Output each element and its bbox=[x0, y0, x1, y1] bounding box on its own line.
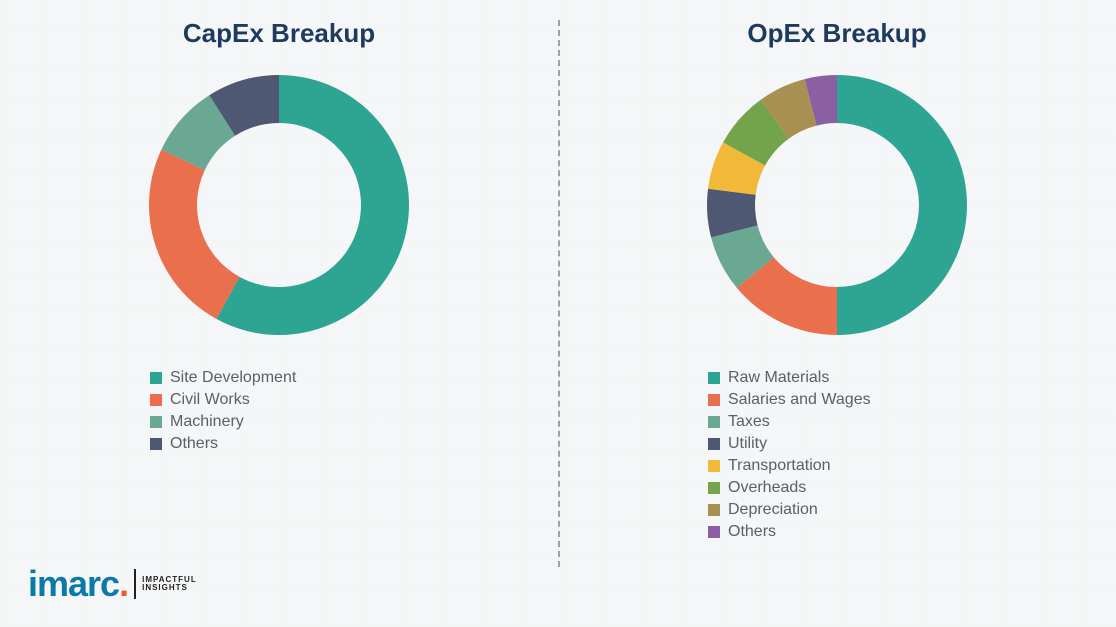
brand-logo: imarc. IMPACTFUL INSIGHTS bbox=[28, 563, 197, 605]
legend-item: Raw Materials bbox=[708, 369, 871, 387]
legend-swatch bbox=[708, 482, 720, 494]
legend-swatch bbox=[150, 438, 162, 450]
capex-title: CapEx Breakup bbox=[183, 18, 375, 49]
capex-panel: CapEx Breakup Site Development Civil Work… bbox=[0, 0, 558, 627]
logo-wordmark: imarc. bbox=[28, 563, 128, 605]
opex-donut bbox=[687, 55, 987, 355]
legend-swatch bbox=[150, 416, 162, 428]
opex-donut-svg bbox=[687, 55, 987, 355]
charts-container: CapEx Breakup Site Development Civil Work… bbox=[0, 0, 1116, 627]
legend-label: Others bbox=[728, 523, 776, 541]
legend-label: Transportation bbox=[728, 457, 831, 475]
opex-title: OpEx Breakup bbox=[747, 18, 926, 49]
legend-item: Depreciation bbox=[708, 501, 871, 519]
legend-item: Taxes bbox=[708, 413, 871, 431]
legend-swatch bbox=[708, 394, 720, 406]
legend-item: Overheads bbox=[708, 479, 871, 497]
opex-panel: OpEx Breakup Raw Materials Salaries and W… bbox=[558, 0, 1116, 627]
legend-item: Civil Works bbox=[150, 391, 296, 409]
legend-swatch bbox=[150, 394, 162, 406]
legend-label: Others bbox=[170, 435, 218, 453]
legend-swatch bbox=[708, 504, 720, 516]
opex-legend: Raw Materials Salaries and Wages Taxes Util… bbox=[708, 365, 871, 545]
legend-swatch bbox=[708, 438, 720, 450]
legend-label: Taxes bbox=[728, 413, 770, 431]
donut-slice bbox=[149, 150, 239, 319]
legend-swatch bbox=[150, 372, 162, 384]
logo-text: imarc bbox=[28, 563, 119, 604]
legend-swatch bbox=[708, 526, 720, 538]
logo-tagline-2: INSIGHTS bbox=[142, 584, 197, 592]
legend-label: Utility bbox=[728, 435, 767, 453]
legend-label: Machinery bbox=[170, 413, 244, 431]
legend-swatch bbox=[708, 460, 720, 472]
capex-donut-svg bbox=[129, 55, 429, 355]
legend-label: Depreciation bbox=[728, 501, 818, 519]
legend-swatch bbox=[708, 372, 720, 384]
donut-slice bbox=[837, 75, 967, 335]
legend-item: Machinery bbox=[150, 413, 296, 431]
logo-dot-icon: . bbox=[119, 563, 128, 604]
legend-item: Others bbox=[708, 523, 871, 541]
legend-swatch bbox=[708, 416, 720, 428]
logo-tagline: IMPACTFUL INSIGHTS bbox=[142, 576, 197, 592]
legend-item: Salaries and Wages bbox=[708, 391, 871, 409]
capex-legend: Site Development Civil Works Machinery Othe… bbox=[150, 365, 296, 457]
legend-label: Civil Works bbox=[170, 391, 250, 409]
vertical-divider bbox=[558, 20, 560, 567]
capex-donut bbox=[129, 55, 429, 355]
legend-label: Salaries and Wages bbox=[728, 391, 871, 409]
legend-label: Site Development bbox=[170, 369, 296, 387]
legend-label: Raw Materials bbox=[728, 369, 829, 387]
legend-item: Others bbox=[150, 435, 296, 453]
legend-item: Transportation bbox=[708, 457, 871, 475]
logo-separator bbox=[134, 569, 136, 599]
legend-label: Overheads bbox=[728, 479, 806, 497]
legend-item: Utility bbox=[708, 435, 871, 453]
legend-item: Site Development bbox=[150, 369, 296, 387]
